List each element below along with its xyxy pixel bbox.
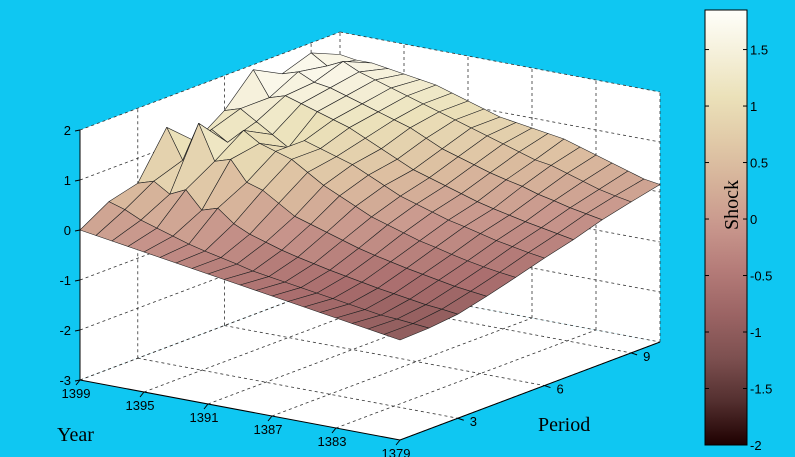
z-tick-label: -3 <box>59 373 71 388</box>
year-axis-line <box>79 379 401 441</box>
z-tick-mark <box>74 229 81 232</box>
year-tick-label: 1387 <box>254 422 283 437</box>
z-tick-mark <box>74 379 81 382</box>
period-axis-label: Period <box>538 414 590 436</box>
grid-line <box>335 329 597 429</box>
colorbar-tick-label: 1 <box>750 99 757 114</box>
period-tick-mark <box>630 352 638 356</box>
year-tick-mark <box>203 403 209 410</box>
z-tick-mark <box>74 129 81 132</box>
z-tick-mark <box>74 329 81 332</box>
colorbar-tick-label: -0.5 <box>750 269 772 284</box>
grid-line <box>207 305 469 405</box>
colorbar-tick-label: 1.5 <box>750 43 768 58</box>
grid-line <box>339 31 661 93</box>
year-axis-label: Year <box>57 424 94 446</box>
year-tick-mark <box>331 427 337 434</box>
floor-panel <box>80 282 660 440</box>
period-axis-line <box>399 341 661 441</box>
year-tick-label: 1395 <box>126 398 155 413</box>
year-tick-label: 1379 <box>382 446 411 457</box>
colorbar-tick-label: 0.5 <box>750 156 768 171</box>
period-tick-label: 6 <box>556 382 563 397</box>
grid-line <box>137 357 458 419</box>
year-tick-mark <box>139 391 145 398</box>
z-axis-ticks: 2 1 0 -1 -2 -3 <box>59 123 81 388</box>
z-tick-label: 0 <box>64 223 71 238</box>
colorbar-label: Shock <box>721 180 743 230</box>
year-tick-mark <box>267 415 273 422</box>
period-tick-mark <box>544 385 551 389</box>
year-tick-label: 1383 <box>318 434 347 449</box>
colorbar-ticks: 1.5 1 0.5 0 -0.5 -1 -1.5 -2 <box>705 43 772 453</box>
z-tick-label: -1 <box>59 273 71 288</box>
grid-line <box>79 31 341 131</box>
period-tick-label: 3 <box>470 414 477 429</box>
period-axis-ticks: 3 6 9 <box>457 349 650 429</box>
surface-mesh <box>79 52 661 341</box>
grid-line <box>224 325 545 386</box>
grid-line <box>143 293 405 393</box>
year-tick-mark <box>75 379 81 386</box>
colorbar-tick-label: -2 <box>750 438 762 453</box>
colorbar: 1.5 1 0.5 0 -0.5 -1 -1.5 -2 Shock <box>704 9 772 453</box>
z-tick-label: -2 <box>59 323 71 338</box>
period-tick-label: 9 <box>643 349 650 364</box>
axes-frame <box>79 130 661 441</box>
z-tick-label: 2 <box>64 123 71 138</box>
colorbar-tick-label: -1.5 <box>750 382 772 397</box>
grid-line <box>271 317 533 417</box>
colorbar-tick-label: 0 <box>750 212 757 227</box>
year-tick-label: 1399 <box>62 386 91 401</box>
year-tick-mark <box>395 439 401 446</box>
period-tick-mark <box>457 417 464 421</box>
z-tick-label: 1 <box>64 173 71 188</box>
z-tick-mark <box>74 279 81 282</box>
colorbar-box <box>704 9 748 446</box>
grid-line <box>79 231 341 331</box>
grid-line <box>79 281 341 381</box>
year-axis-ticks: 1399 1395 1391 1387 1383 1379 <box>62 379 411 457</box>
surface-patch <box>383 323 430 341</box>
z-tick-mark <box>74 179 81 182</box>
year-tick-label: 1391 <box>190 410 219 425</box>
colorbar-tick-label: -1 <box>750 325 762 340</box>
